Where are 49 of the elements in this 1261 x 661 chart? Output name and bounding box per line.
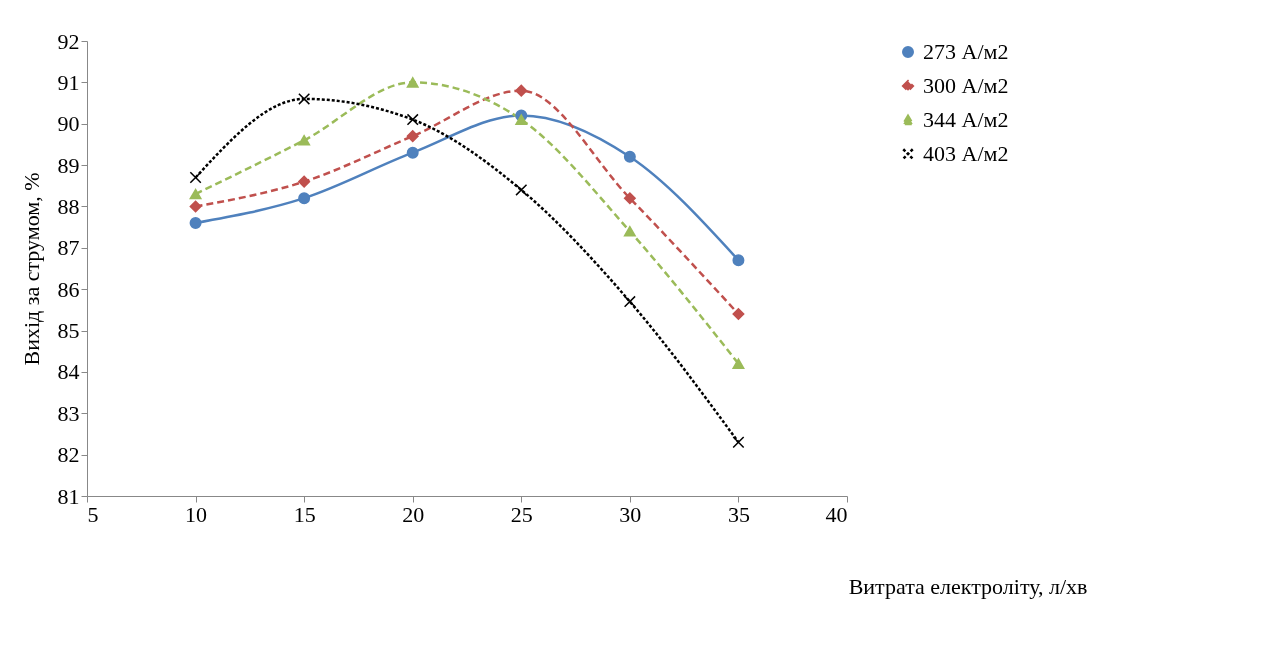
y-tick-label: 84 — [57, 359, 80, 385]
point — [515, 183, 528, 196]
x-tick-label: 10 — [185, 501, 208, 527]
point — [406, 146, 419, 159]
point — [298, 175, 311, 188]
legend-label: 403 А/м2 — [923, 141, 1009, 166]
point — [732, 308, 745, 320]
y-tick-label: 81 — [57, 483, 80, 509]
x-tick-label: 40 — [825, 501, 848, 527]
point — [189, 188, 202, 200]
y-axis-title: Вихід за струмом, % — [18, 172, 44, 366]
x-tick-label: 30 — [619, 501, 642, 527]
point — [623, 150, 636, 163]
point — [189, 171, 202, 184]
y-tick-label: 90 — [57, 111, 80, 137]
x-tick-label: 20 — [402, 501, 425, 527]
y-tick-label: 86 — [57, 276, 80, 302]
x-tick-label: 15 — [293, 501, 316, 527]
y-tick-label: 83 — [57, 400, 80, 426]
x-tick-label: 35 — [727, 501, 750, 527]
point — [298, 192, 311, 205]
legend-label: 273 А/м2 — [923, 39, 1009, 64]
y-tick-label: 85 — [57, 318, 80, 344]
point — [406, 77, 419, 88]
y-tick-label: 91 — [57, 69, 80, 95]
point — [406, 113, 419, 126]
x-tick-label: 25 — [510, 501, 533, 527]
point — [189, 217, 202, 229]
point — [732, 358, 745, 369]
point — [298, 134, 311, 146]
point — [515, 114, 528, 125]
point — [623, 192, 636, 205]
x-tick-label: 5 — [87, 501, 99, 527]
point — [623, 225, 636, 237]
x-axis-title: Витрата електроліту, л/хв — [848, 573, 1088, 599]
legend-label: 344 А/м2 — [923, 107, 1009, 132]
y-tick-label: 89 — [57, 152, 80, 178]
y-tick-label: 92 — [57, 28, 80, 54]
point — [189, 200, 202, 213]
point — [298, 92, 311, 105]
point — [623, 295, 636, 308]
y-tick-label: 82 — [57, 442, 80, 468]
point — [732, 436, 745, 449]
point — [406, 130, 419, 143]
point — [515, 84, 528, 97]
point — [732, 254, 745, 267]
legend-label: 300 А/м2 — [923, 73, 1009, 98]
y-tick-label: 87 — [57, 235, 80, 261]
y-tick-label: 88 — [57, 193, 80, 219]
